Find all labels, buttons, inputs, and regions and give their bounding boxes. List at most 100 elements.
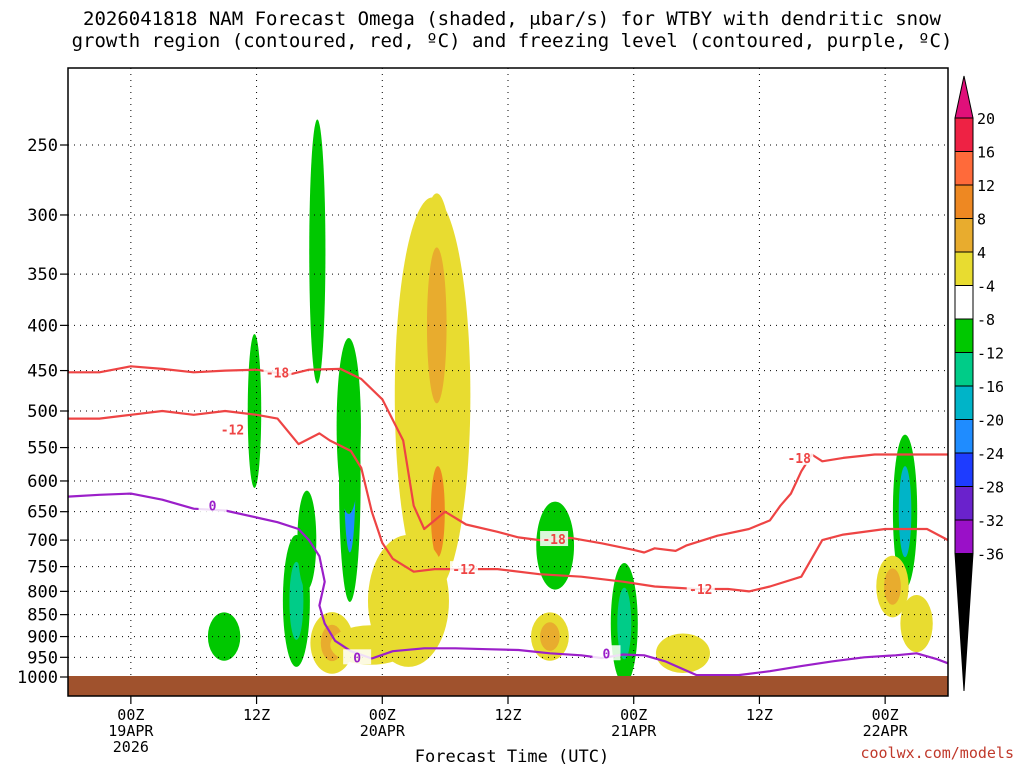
contour-label-2: -18 <box>542 533 566 548</box>
y-tick-label-500: 500 <box>27 402 58 422</box>
colorbar-segment-7 <box>954 352 974 387</box>
colorbar-label-13: -36 <box>977 546 1004 564</box>
contour-label-3: -12 <box>452 563 475 578</box>
x-tick-label-30-0: 00Z <box>369 706 396 724</box>
y-tick-label-650: 650 <box>27 503 58 523</box>
colorbar-label-3: 8 <box>977 211 986 229</box>
y-tick-label-250: 250 <box>27 136 58 156</box>
omega-blob-2 <box>309 119 326 384</box>
title-line-2: growth region (contoured, red, ºC) and f… <box>71 30 953 52</box>
contour-label-7: 0 <box>353 651 361 666</box>
colorbar-segment-3 <box>954 218 974 253</box>
colorbar-top-arrow <box>954 75 974 119</box>
colorbar-label-7: -12 <box>977 345 1004 363</box>
title-line-1: 2026041818 NAM Forecast Omega (shaded, μ… <box>83 8 941 30</box>
x-tick-label-6-1: 19APR <box>108 722 154 740</box>
x-tick-label-18-0: 12Z <box>243 706 270 724</box>
x-tick-label-54-1: 21APR <box>611 722 657 740</box>
contour-label-6: 0 <box>209 500 217 515</box>
contour-label-4: -12 <box>689 583 712 598</box>
contour-line-freezing-2 <box>67 492 949 677</box>
colorbar-label-5: -4 <box>977 278 995 296</box>
x-tick-label-30-1: 20APR <box>360 722 406 740</box>
axis-layer: 2503003504004505005506006507007508008509… <box>17 67 949 756</box>
y-tick-label-300: 300 <box>27 206 58 226</box>
colorbar-segment-6 <box>954 318 974 353</box>
contour-label-bg-0 <box>263 364 292 380</box>
colorbar-segment-5 <box>954 285 974 320</box>
omega-core-10 <box>430 466 445 558</box>
x-tick-label-78-1: 22APR <box>863 722 909 740</box>
colorbar-label-0: 20 <box>977 110 995 128</box>
colorbar-segment-11 <box>954 486 974 521</box>
contour-label-bg-3 <box>450 561 478 577</box>
colorbar-label-2: 12 <box>977 177 995 195</box>
colorbar-segment-1 <box>954 151 974 186</box>
contour-label-bg-5 <box>785 449 814 465</box>
colorbar-segment-2 <box>954 184 974 219</box>
contour-label-0: -18 <box>266 366 290 381</box>
x-axis-title: Forecast Time (UTC) <box>414 747 610 767</box>
x-tick-label-6-0: 00Z <box>117 706 144 724</box>
colorbar-bottom-arrow <box>954 553 974 692</box>
x-tick-label-42-0: 12Z <box>494 706 521 724</box>
y-tick-label-700: 700 <box>27 531 58 551</box>
x-tick-label-78-0: 00Z <box>872 706 899 724</box>
colorbar-label-11: -28 <box>977 479 1004 497</box>
contour-label-bg-1 <box>218 421 247 437</box>
colorbar-label-10: -24 <box>977 445 1004 463</box>
omega-core-5 <box>289 561 304 640</box>
omega-blob-4 <box>336 338 361 515</box>
contour-label-1: -12 <box>221 424 244 439</box>
colorbar-label-4: 4 <box>977 244 986 262</box>
contour-label-8: 0 <box>603 647 611 662</box>
y-tick-label-750: 750 <box>27 558 58 578</box>
contour-label-bg-8 <box>592 645 621 661</box>
colorbar-segment-0 <box>954 117 974 152</box>
omega-blob-17 <box>655 633 710 674</box>
y-tick-label-950: 950 <box>27 648 58 668</box>
y-tick-label-800: 800 <box>27 582 58 602</box>
y-tick-label-1000: 1000 <box>17 668 58 688</box>
contour-layer: -18 -12 -18 -12 -12 -18 0 0 0 <box>67 364 949 677</box>
colorbar-label-8: -16 <box>977 378 1004 396</box>
omega-core-18 <box>898 466 912 558</box>
colorbar-segment-12 <box>954 519 974 554</box>
omega-core-19 <box>884 568 901 605</box>
grid-layer <box>68 68 948 696</box>
colorbar-label-6: -8 <box>977 311 995 329</box>
colorbar: 20 16 12 8 4 -4 -8 -12 -16 -20 -24 -28 -32 -36 <box>954 75 1004 692</box>
colorbar-label-9: -20 <box>977 412 1004 430</box>
contour-label-bg-4 <box>686 580 715 596</box>
colorbar-segment-9 <box>954 419 974 454</box>
y-tick-label-550: 550 <box>27 439 58 459</box>
colorbar-label-12: -32 <box>977 512 1004 530</box>
contour-label-bg-6 <box>198 497 227 513</box>
ground-fill <box>68 676 948 696</box>
chart-title: 2026041818 NAM Forecast Omega (shaded, μ… <box>0 8 1024 52</box>
colorbar-segment-4 <box>954 251 974 286</box>
omega-blob-7 <box>297 490 317 590</box>
contour-line-m12-1 <box>68 409 949 593</box>
y-tick-label-900: 900 <box>27 628 58 648</box>
omega-core-9 <box>426 247 447 404</box>
omega-blob-20 <box>900 594 933 653</box>
contour-label-5: -18 <box>787 452 811 467</box>
omega-core-15 <box>540 622 560 651</box>
colorbar-segment-10 <box>954 452 974 487</box>
contour-label-bg-7 <box>343 649 372 665</box>
y-tick-label-400: 400 <box>27 316 58 336</box>
y-tick-label-850: 850 <box>27 606 58 626</box>
x-tick-label-6-2: 2026 <box>113 738 149 756</box>
omega-shading-layer <box>207 119 933 685</box>
y-tick-label-350: 350 <box>27 265 58 285</box>
colorbar-label-1: 16 <box>977 144 995 162</box>
x-tick-label-54-0: 00Z <box>620 706 647 724</box>
x-tick-label-66-0: 12Z <box>746 706 773 724</box>
colorbar-segment-8 <box>954 385 974 420</box>
y-tick-label-450: 450 <box>27 362 58 382</box>
contour-label-bg-2 <box>540 531 569 547</box>
omega-core-16 <box>617 587 632 660</box>
ground-layer <box>68 676 948 696</box>
